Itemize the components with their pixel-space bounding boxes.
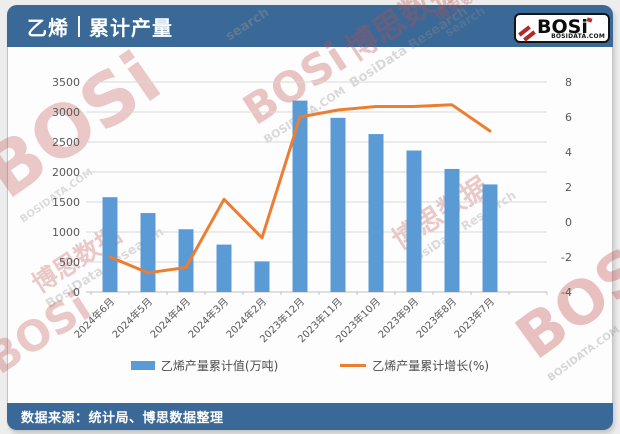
- title-metric: 累计产量: [89, 15, 173, 40]
- left-axis-tick: 3500: [52, 76, 80, 89]
- title-product: 乙烯: [27, 15, 69, 40]
- bar: [216, 244, 232, 292]
- right-axis-tick: 0: [565, 216, 572, 229]
- legend-bar-label: 乙烯产量累计值(万吨): [160, 359, 279, 373]
- left-axis-tick: 500: [59, 256, 80, 269]
- bar: [178, 229, 194, 292]
- right-axis-tick: 8: [565, 76, 572, 89]
- left-axis-tick: 2000: [52, 166, 80, 179]
- logo-text: BOSi: [537, 16, 588, 38]
- bar: [330, 117, 346, 292]
- right-axis-tick: -4: [561, 286, 572, 299]
- x-axis-label: 2023年7月: [451, 295, 497, 341]
- growth-line: [108, 103, 492, 275]
- legend-line-label: 乙烯产量累计增长(%): [372, 359, 490, 373]
- bosi-logo: BOSi BOSIDATA.COM: [514, 13, 610, 43]
- bar-swatch-icon: [130, 361, 155, 370]
- line-swatch-icon: [340, 364, 367, 367]
- bar: [102, 197, 118, 292]
- page-title: 乙烯 累计产量: [27, 5, 173, 47]
- bar: [140, 213, 156, 292]
- bar: [444, 168, 460, 292]
- logo-domain: BOSIDATA.COM: [551, 33, 605, 40]
- bar: [406, 150, 422, 292]
- left-axis-tick: 3000: [52, 106, 80, 119]
- left-axis-tick: 1000: [52, 226, 80, 239]
- left-axis-tick: 2500: [52, 136, 80, 149]
- bar: [368, 134, 384, 292]
- bar: [482, 184, 498, 292]
- right-axis-tick: -2: [561, 251, 572, 264]
- right-axis-tick: 6: [565, 111, 572, 124]
- chart-legend: 乙烯产量累计值(万吨) 乙烯产量累计增长(%): [0, 357, 620, 374]
- bar: [292, 100, 308, 292]
- bar: [254, 261, 270, 292]
- left-axis-tick: 0: [73, 286, 80, 299]
- legend-item-bar: 乙烯产量累计值(万吨): [130, 357, 279, 374]
- title-divider: [78, 15, 80, 37]
- right-axis-tick: 2: [565, 181, 572, 194]
- footer-bar: [7, 403, 613, 430]
- data-source-text: 数据来源：统计局、博思数据整理: [21, 411, 224, 426]
- legend-item-line: 乙烯产量累计增长(%): [340, 357, 489, 374]
- right-axis-tick: 4: [565, 146, 572, 159]
- left-axis-tick: 1500: [52, 196, 80, 209]
- header-bar: [7, 5, 613, 47]
